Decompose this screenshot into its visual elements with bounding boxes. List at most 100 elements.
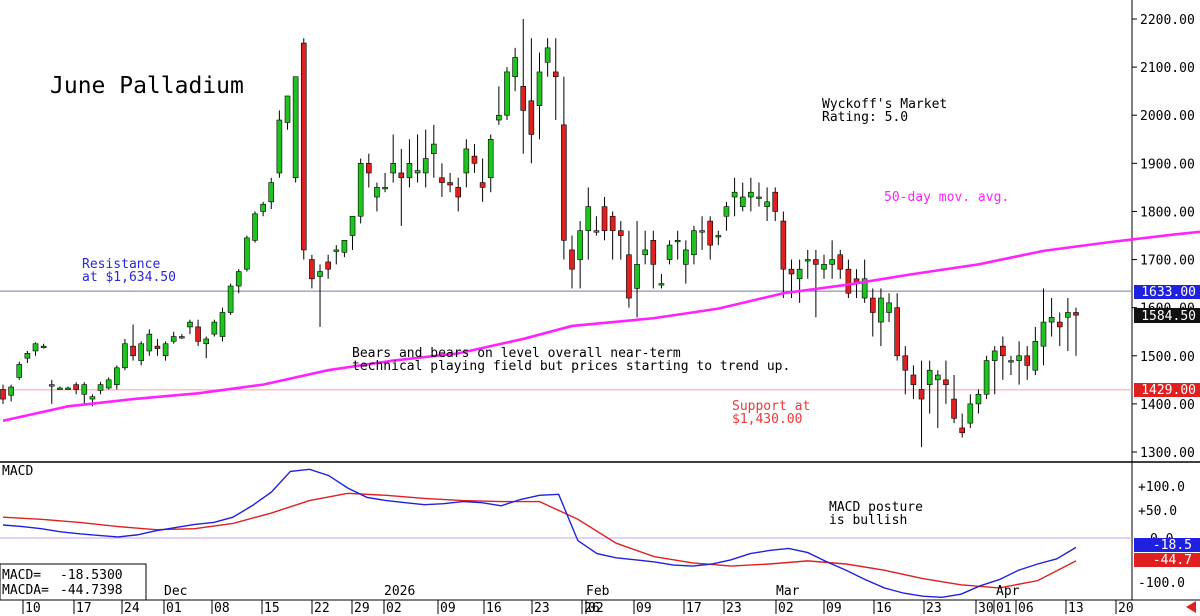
candle: [382, 172, 388, 193]
candle: [650, 230, 657, 289]
candle: [235, 269, 242, 294]
macd-value-tag-bg: [1134, 538, 1200, 552]
candle: [309, 254, 315, 289]
candle: [707, 216, 714, 260]
resistance-label-2: at $1,634.50: [82, 270, 176, 285]
macd-readout-label: MACD=: [2, 568, 41, 583]
candle: [528, 38, 535, 164]
ma-label: 50-day mov. avg.: [884, 190, 1009, 205]
macd-axis-ticks: +100.0 +50.0 -100.0: [1138, 480, 1185, 591]
candle: [935, 370, 941, 428]
candle: [8, 384, 14, 402]
candle: [829, 240, 835, 279]
candle: [73, 382, 79, 395]
candle: [1040, 288, 1047, 366]
x-day-label: 23: [534, 601, 550, 616]
candle: [1056, 312, 1063, 347]
candle: [284, 95, 291, 130]
candle: [796, 259, 803, 303]
candle: [170, 331, 177, 344]
macd-readout-box: [0, 563, 147, 601]
candle: [65, 386, 71, 390]
candle: [642, 230, 648, 265]
candle: [439, 163, 445, 198]
candle: [333, 245, 340, 265]
candle: [1048, 298, 1055, 337]
candle: [349, 215, 356, 250]
support-label-2: $1,430.00: [732, 412, 802, 427]
candle: [227, 283, 234, 315]
candle: [487, 134, 494, 193]
candle: [561, 76, 567, 260]
candle: [130, 324, 136, 361]
resistance-label-1: Resistance: [82, 257, 160, 272]
macd-label: MACD: [2, 464, 33, 479]
candle: [536, 52, 543, 140]
candle: [813, 249, 819, 318]
moving-average-line: [2, 230, 1200, 422]
rating-line-1: Wyckoff's Market: [822, 97, 947, 112]
x-day-label: 02: [386, 601, 402, 616]
candle: [658, 273, 665, 289]
x-month-label: Feb: [586, 584, 610, 599]
candle: [691, 225, 697, 265]
candle: [422, 129, 429, 188]
x-day-label: 29: [354, 601, 370, 616]
candle: [211, 319, 218, 337]
candle: [886, 293, 892, 323]
candle: [292, 76, 299, 183]
x-day-label: 09: [636, 601, 652, 616]
macd-line: [2, 468, 1077, 598]
candle: [983, 355, 990, 400]
candle: [943, 360, 949, 404]
support-price-tag-bg: [1134, 383, 1200, 397]
candle: [764, 187, 770, 222]
x-day-label: 20: [1118, 601, 1134, 616]
candle: [431, 124, 437, 178]
y-tick-label: 1700.00: [1140, 254, 1195, 269]
candle: [24, 350, 31, 363]
candle: [496, 86, 502, 125]
candle: [276, 110, 283, 178]
x-month-label: Apr: [996, 584, 1020, 599]
x-month-label: 2026: [384, 584, 415, 599]
y-axis-ticks: 1300.001400.001500.001600.001700.001800.…: [1132, 13, 1195, 461]
macd-tick-neg100: -100.0: [1138, 576, 1185, 591]
y-tick-label: 1300.00: [1140, 446, 1195, 461]
x-day-label: 08: [214, 601, 230, 616]
candle: [991, 346, 998, 395]
candle: [910, 365, 917, 400]
candle: [187, 319, 193, 335]
x-day-label: 17: [76, 601, 92, 616]
candle: [666, 240, 673, 265]
x-day-label: 01: [166, 601, 182, 616]
candle: [723, 201, 730, 231]
candle: [365, 153, 372, 188]
x-month-label: Dec: [164, 584, 187, 599]
x-day-label: 30: [978, 601, 994, 616]
candle: [138, 341, 144, 366]
candle: [617, 221, 624, 260]
x-day-label: 02: [588, 601, 604, 616]
candle: [739, 182, 746, 212]
candle: [162, 341, 169, 361]
candle: [821, 254, 827, 279]
candle: [552, 38, 559, 121]
candle: [593, 216, 600, 236]
candle: [837, 249, 844, 279]
candle: [260, 201, 266, 217]
macda-readout-value: -44.7398: [60, 583, 123, 598]
macda-value-tag: -44.7: [1153, 553, 1192, 568]
y-tick-label: 1400.00: [1140, 398, 1195, 413]
candle: [601, 197, 608, 241]
candle: [455, 177, 462, 212]
candle: [683, 240, 689, 284]
comment-line-1: Bears and bears on level overall near-te…: [352, 346, 681, 361]
scroll-left-arrow-icon[interactable]: [1186, 601, 1196, 613]
x-day-label: 22: [314, 601, 330, 616]
last-price-tag: 1584.50: [1141, 309, 1196, 324]
candle: [1032, 326, 1039, 376]
candle: [406, 139, 413, 188]
x-day-label: 16: [486, 601, 502, 616]
